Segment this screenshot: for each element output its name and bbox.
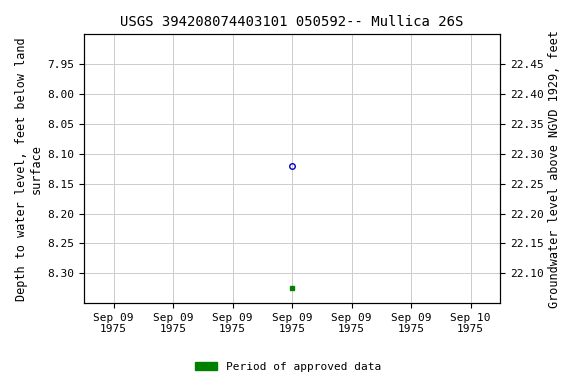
Y-axis label: Groundwater level above NGVD 1929, feet: Groundwater level above NGVD 1929, feet <box>548 30 561 308</box>
Title: USGS 394208074403101 050592-- Mullica 26S: USGS 394208074403101 050592-- Mullica 26… <box>120 15 464 29</box>
Y-axis label: Depth to water level, feet below land
surface: Depth to water level, feet below land su… <box>15 37 43 301</box>
Legend: Period of approved data: Period of approved data <box>191 358 385 377</box>
